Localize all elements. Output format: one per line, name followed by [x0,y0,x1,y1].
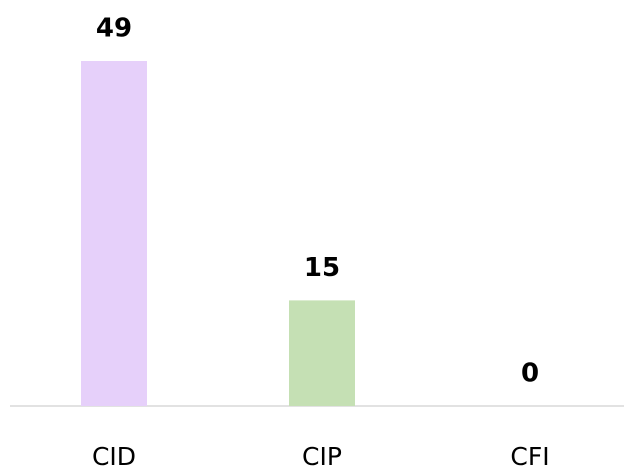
x-tick-label: CIP [302,442,342,470]
x-tick-label: CFI [510,442,549,470]
data-label: 0 [521,359,539,389]
data-label: 49 [96,14,132,44]
data-label: 15 [304,253,340,283]
x-tick-label: CID [92,442,136,470]
bar [81,61,147,406]
bar [289,300,355,406]
